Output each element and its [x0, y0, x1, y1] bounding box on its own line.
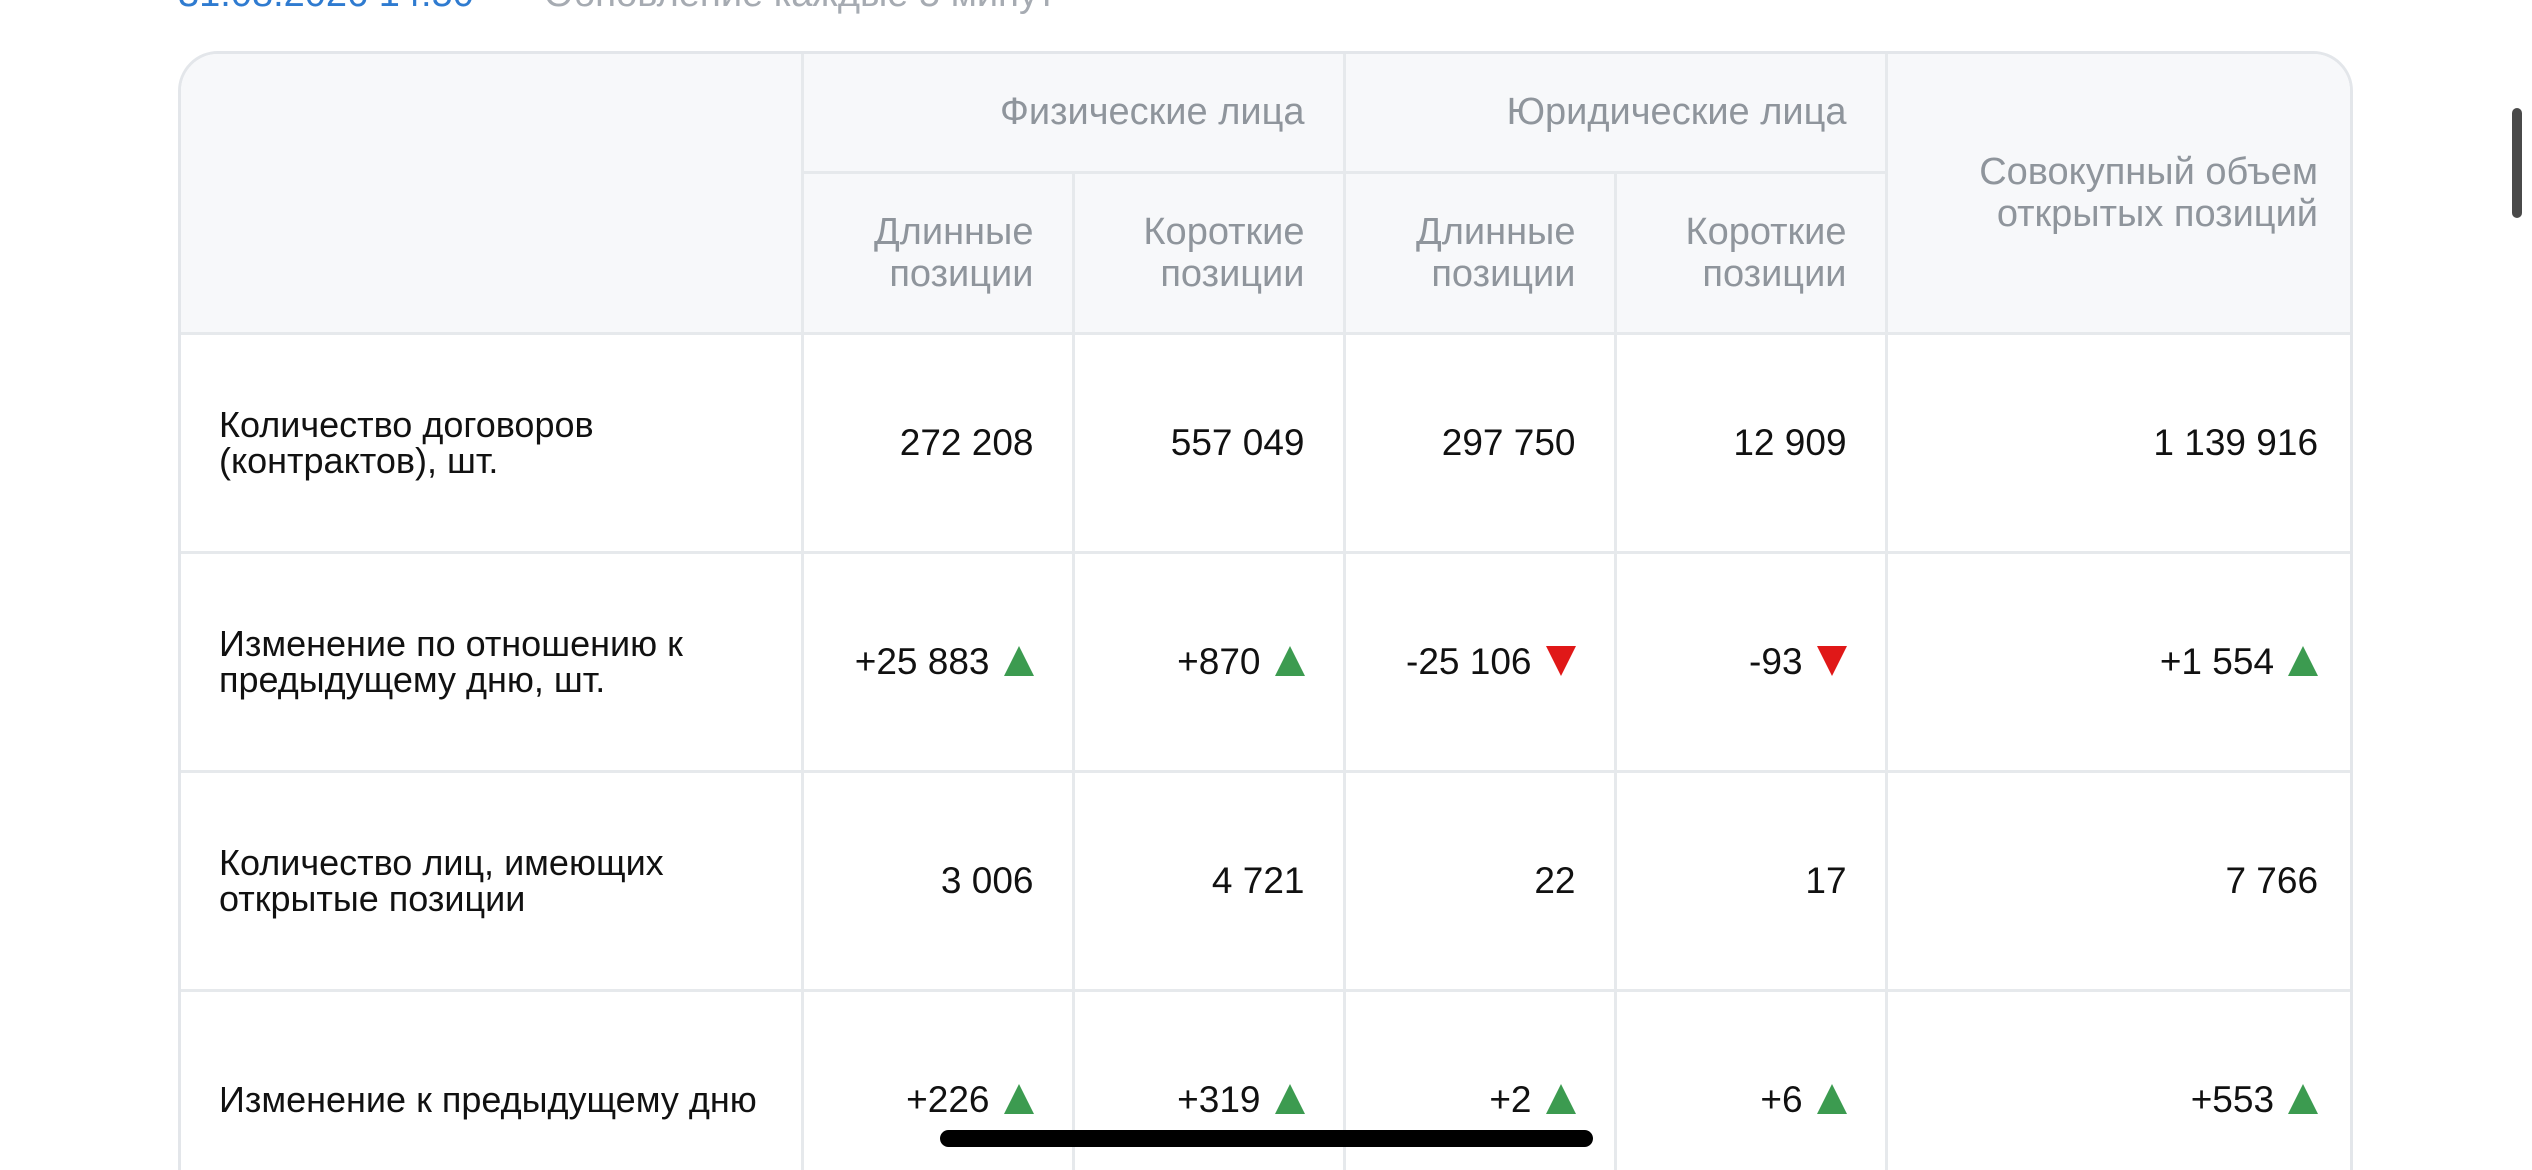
home-indicator[interactable]	[940, 1130, 1593, 1147]
cell-value: +2	[1489, 1078, 1532, 1120]
triangle-up-icon	[1545, 1083, 1576, 1114]
cell-value: 7 766	[2225, 859, 2319, 901]
cell-value: 3 006	[940, 859, 1034, 901]
triangle-down-icon	[1816, 645, 1847, 676]
table-row-contracts-change: Изменение по отношению к предыдущему дню…	[181, 550, 2350, 773]
cell-value: 557 049	[1170, 421, 1305, 463]
header-individuals-long: Длинные позиции	[802, 170, 1075, 335]
header-total-open-interest: Совокупный объем открытых позиций	[1884, 54, 2350, 335]
cell-value: 22	[1534, 859, 1576, 901]
cell-value: +870	[1177, 640, 1261, 682]
cell-individuals-long: +25 883	[800, 550, 1075, 773]
cell-individuals-long: 3 006	[800, 769, 1075, 992]
triangle-up-icon	[1274, 1083, 1305, 1114]
triangle-down-icon	[1545, 645, 1576, 676]
header-legal-short: Короткие позиции	[1613, 170, 1887, 335]
header-legal-long: Длинные позиции	[1342, 170, 1617, 335]
cell-individuals-short: +870	[1071, 550, 1346, 773]
cell-legal-long: 22	[1342, 769, 1617, 992]
cell-legal-long: 297 750	[1342, 331, 1617, 554]
cell-legal-long: -25 106	[1342, 550, 1617, 773]
triangle-up-icon	[2288, 1083, 2319, 1114]
cell-value: +553	[2190, 1078, 2275, 1120]
open-positions-table: Физические лица Юридические лица Совокуп…	[178, 51, 2353, 1170]
triangle-up-icon	[2288, 645, 2319, 676]
cell-value: 4 721	[1211, 859, 1305, 901]
top-bar: 31.08.2026 14:50 Обновление каждые 5 мин…	[178, 0, 1055, 18]
cell-value: 272 208	[899, 421, 1034, 463]
cell-individuals-long: 272 208	[800, 331, 1075, 554]
row-label: Изменение по отношению к предыдущему дню…	[181, 550, 804, 773]
data-table: Физические лица Юридические лица Совокуп…	[181, 54, 2350, 1170]
cell-legal-short: 17	[1613, 769, 1888, 992]
triangle-up-icon	[1274, 645, 1305, 676]
cell-value: +1 554	[2159, 640, 2275, 682]
table-row-contracts: Количество договоров (контрактов), шт. 2…	[181, 331, 2350, 554]
vertical-scrollbar[interactable]	[2512, 108, 2522, 218]
cell-value: +319	[1177, 1078, 1261, 1120]
cell-value: +25 883	[854, 640, 990, 682]
triangle-up-icon	[1003, 1083, 1034, 1114]
cell-individuals-short: 4 721	[1071, 769, 1346, 992]
cell-value: 297 750	[1441, 421, 1576, 463]
row-label: Количество лиц, имеющих открытые позиции	[181, 769, 804, 992]
cell-individuals-long: +226	[800, 988, 1075, 1170]
cell-value: 12 909	[1733, 421, 1847, 463]
triangle-up-icon	[1816, 1083, 1847, 1114]
header-empty-cell	[181, 54, 804, 335]
cell-total: +1 554	[1884, 550, 2350, 773]
cell-total: +553	[1884, 988, 2350, 1170]
cell-value: +6	[1760, 1078, 1803, 1120]
update-frequency-note: Обновление каждые 5 минут	[544, 0, 1056, 16]
row-label: Изменение к предыдущему дню	[181, 988, 804, 1170]
header-legal-entities: Юридические лица	[1342, 54, 1888, 174]
cell-value: 1 139 916	[2153, 421, 2319, 463]
header-individuals: Физические лица	[800, 54, 1346, 174]
cell-legal-short: -93	[1613, 550, 1888, 773]
table-row-holders: Количество лиц, имеющих открытые позиции…	[181, 769, 2350, 992]
cell-legal-short: 12 909	[1613, 331, 1888, 554]
cell-value: -25 106	[1406, 640, 1532, 682]
cell-value: +226	[906, 1078, 990, 1120]
cell-value: 17	[1805, 859, 1847, 901]
triangle-up-icon	[1003, 645, 1034, 676]
cell-individuals-short: 557 049	[1071, 331, 1346, 554]
cell-total: 7 766	[1884, 769, 2350, 992]
update-date-link[interactable]: 31.08.2026 14:50	[178, 0, 474, 16]
cell-value: -93	[1749, 640, 1803, 682]
row-label: Количество договоров (контрактов), шт.	[181, 331, 804, 554]
header-individuals-short: Короткие позиции	[1071, 170, 1346, 335]
cell-legal-short: +6	[1613, 988, 1888, 1170]
cell-total: 1 139 916	[1884, 331, 2350, 554]
